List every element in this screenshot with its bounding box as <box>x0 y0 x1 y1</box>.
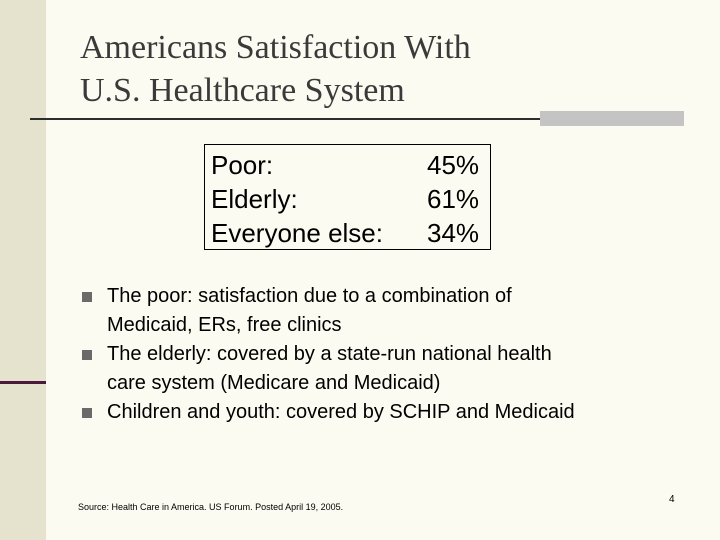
square-bullet-icon <box>82 292 92 302</box>
satisfaction-stats-box: Poor: 45% Elderly: 61% Everyone else: 34… <box>204 144 491 250</box>
slide-title: Americans Satisfaction With U.S. Healthc… <box>80 26 471 112</box>
stat-row-everyone-else: Everyone else: 34% <box>205 216 490 250</box>
bullet-item-elderly: The elderly: covered by a state-run nati… <box>80 340 680 398</box>
stat-label: Everyone else: <box>211 218 383 248</box>
stat-value: 45% <box>427 150 480 180</box>
stat-row-poor: Poor: 45% <box>205 148 490 182</box>
title-line-1: Americans Satisfaction With <box>80 29 471 66</box>
bullet-line: Medicaid, ERs, free clinics <box>107 314 342 336</box>
bullet-line: care system (Medicare and Medicaid) <box>107 372 441 394</box>
bullet-line: The poor: satisfaction due to a combinat… <box>107 285 512 307</box>
square-bullet-icon <box>82 408 92 418</box>
stat-row-elderly: Elderly: 61% <box>205 182 490 216</box>
stat-value: 61% <box>427 184 480 214</box>
title-underline <box>30 118 540 120</box>
title-line-2: U.S. Healthcare System <box>80 72 405 109</box>
left-decorative-band <box>0 0 46 540</box>
stat-label: Elderly: <box>211 184 298 214</box>
bullet-list: The poor: satisfaction due to a combinat… <box>80 282 680 427</box>
bullet-line: Children and youth: covered by SCHIP and… <box>107 401 575 423</box>
bullet-line: The elderly: covered by a state-run nati… <box>107 343 552 365</box>
square-bullet-icon <box>82 350 92 360</box>
bullet-item-poor: The poor: satisfaction due to a combinat… <box>80 282 680 340</box>
page-number: 4 <box>669 494 675 505</box>
title-underline-block <box>540 111 684 126</box>
bullet-item-children: Children and youth: covered by SCHIP and… <box>80 398 680 427</box>
left-accent-bar <box>0 381 46 384</box>
stat-value: 34% <box>427 218 480 248</box>
source-citation: Source: Health Care in America. US Forum… <box>78 502 344 512</box>
stat-label: Poor: <box>211 150 274 180</box>
